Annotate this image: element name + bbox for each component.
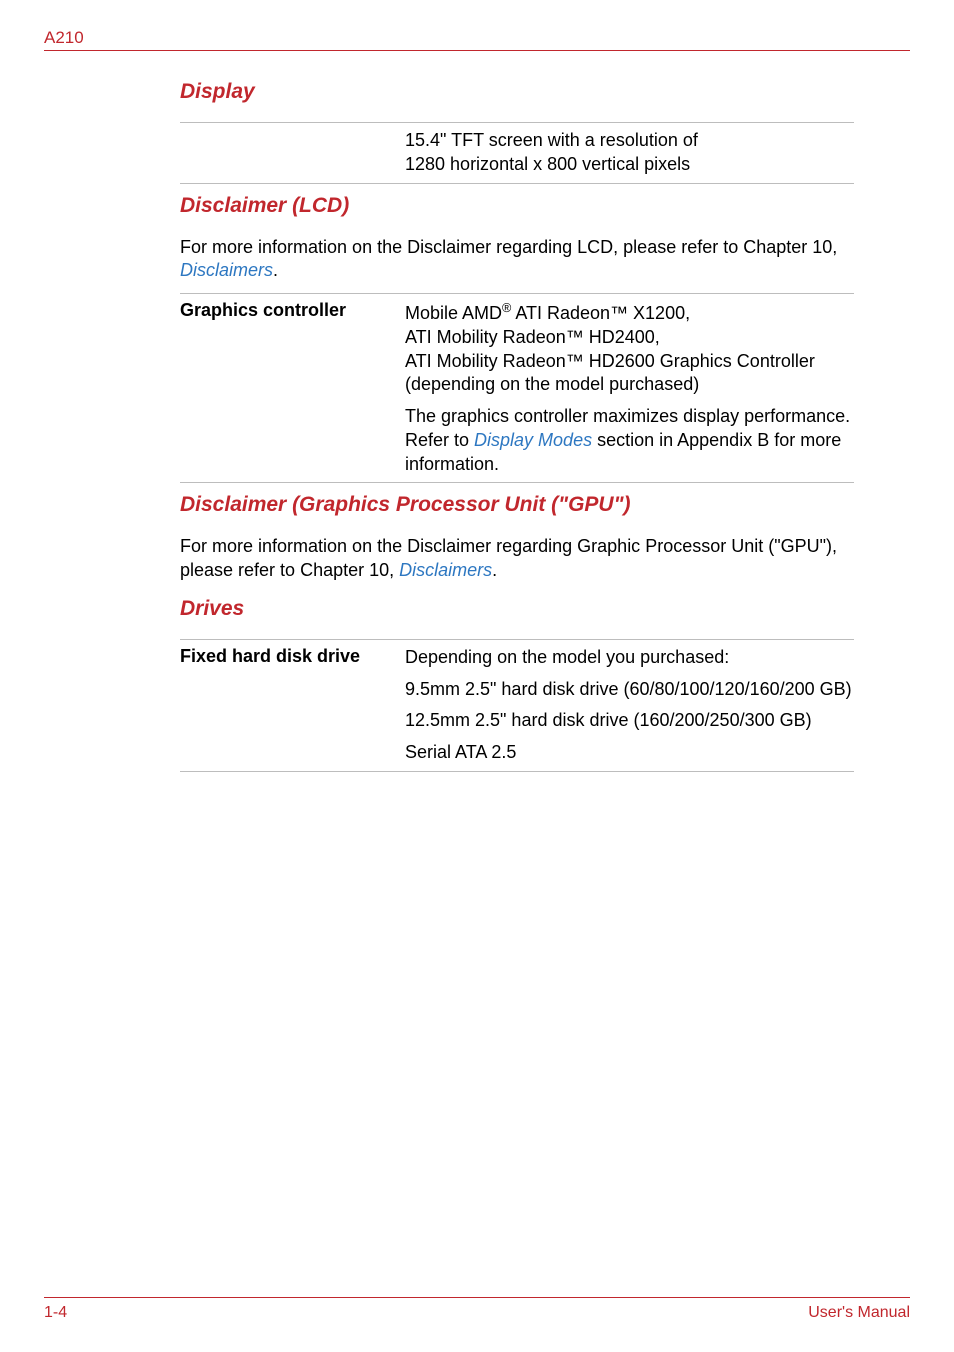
display-spec-line2: 1280 horizontal x 800 vertical pixels <box>405 154 690 174</box>
display-heading: Display <box>180 80 854 104</box>
display-spec: 15.4" TFT screen with a resolution of 12… <box>180 123 854 183</box>
hdd-p2: 9.5mm 2.5" hard disk drive (60/80/100/12… <box>405 678 854 702</box>
page-number: 1-4 <box>44 1304 67 1322</box>
gc-line4: (depending on the model purchased) <box>405 374 699 394</box>
footer-divider <box>44 1297 910 1298</box>
gpu-disclaimer-before: For more information on the Disclaimer r… <box>180 536 837 580</box>
registered-mark: ® <box>502 301 511 315</box>
hdd-label: Fixed hard disk drive <box>180 646 405 765</box>
hdd-p4: Serial ATA 2.5 <box>405 741 854 765</box>
lcd-disclaimer-before: For more information on the Disclaimer r… <box>180 237 837 257</box>
divider <box>180 183 854 184</box>
gc-line2: ATI Mobility Radeon™ HD2400, <box>405 327 660 347</box>
lcd-disclaimer-after: . <box>273 260 278 280</box>
graphics-controller-value: Mobile AMD® ATI Radeon™ X1200, ATI Mobil… <box>405 300 854 476</box>
gpu-disclaimer-text: For more information on the Disclaimer r… <box>180 535 854 583</box>
drives-heading: Drives <box>180 597 854 621</box>
hdd-row: Fixed hard disk drive Depending on the m… <box>180 640 854 771</box>
display-spec-line1: 15.4" TFT screen with a resolution of <box>405 130 698 150</box>
gpu-disclaimer-heading: Disclaimer (Graphics Processor Unit ("GP… <box>180 493 854 517</box>
header-model: A210 <box>44 28 84 47</box>
gc-line1b: ATI Radeon™ X1200, <box>511 303 690 323</box>
hdd-value: Depending on the model you purchased: 9.… <box>405 646 854 765</box>
graphics-controller-row: Graphics controller Mobile AMD® ATI Rade… <box>180 294 854 482</box>
graphics-controller-label: Graphics controller <box>180 300 405 476</box>
lcd-disclaimer-heading: Disclaimer (LCD) <box>180 194 854 218</box>
display-modes-link[interactable]: Display Modes <box>474 430 592 450</box>
lcd-disclaimer-text: For more information on the Disclaimer r… <box>180 236 854 284</box>
gc-line3: ATI Mobility Radeon™ HD2600 Graphics Con… <box>405 351 815 371</box>
disclaimers-link[interactable]: Disclaimers <box>180 260 273 280</box>
gpu-disclaimer-after: . <box>492 560 497 580</box>
disclaimers-link-2[interactable]: Disclaimers <box>399 560 492 580</box>
divider <box>180 771 854 772</box>
manual-label: User's Manual <box>808 1304 910 1322</box>
hdd-p3: 12.5mm 2.5" hard disk drive (160/200/250… <box>405 709 854 733</box>
gc-line1a: Mobile AMD <box>405 303 502 323</box>
divider <box>180 482 854 483</box>
hdd-p1: Depending on the model you purchased: <box>405 646 854 670</box>
